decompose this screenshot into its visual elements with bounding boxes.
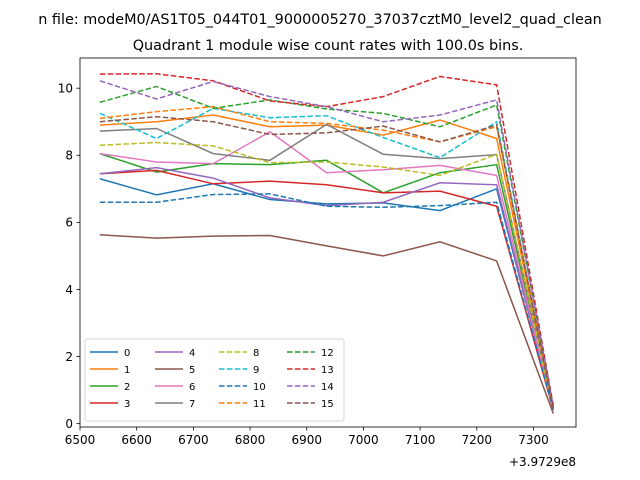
legend-label-15: 15: [321, 399, 334, 410]
x-axis-ticks: 6500 6600 6700 6800 6900 7000 7100 7200 7300: [65, 427, 549, 447]
legend-label-3: 3: [124, 399, 130, 410]
x-tick-label: 7300: [518, 433, 549, 447]
series-line-10: [99, 193, 555, 411]
legend-frame: [84, 338, 345, 422]
legend-label-9: 9: [253, 365, 259, 376]
series-line-2: [99, 152, 555, 409]
legend-label-7: 7: [189, 399, 195, 410]
x-axis-offset-label: +3.9729e8: [509, 455, 576, 469]
legend-label-10: 10: [253, 382, 266, 393]
series-line-4: [99, 166, 555, 411]
legend-label-8: 8: [253, 348, 259, 359]
x-tick-label: 6700: [178, 433, 209, 447]
legend-label-4: 4: [189, 348, 195, 359]
y-tick-label: 4: [65, 283, 73, 297]
legend-label-12: 12: [321, 348, 334, 359]
y-tick-label: 2: [65, 350, 73, 364]
y-axis-ticks: 0 2 4 6 8 10: [58, 81, 80, 431]
legend-label-11: 11: [253, 399, 266, 410]
chart-title: Quadrant 1 module wise count rates with …: [133, 38, 524, 54]
y-tick-label: 8: [65, 149, 73, 163]
x-tick-label: 7100: [405, 433, 436, 447]
series-line-8: [99, 141, 555, 411]
series-line-6: [99, 130, 555, 411]
series-line-15: [99, 115, 555, 411]
y-tick-label: 6: [65, 216, 73, 230]
x-tick-label: 6600: [121, 433, 152, 447]
x-tick-label: 7000: [348, 433, 379, 447]
x-tick-label: 6800: [235, 433, 266, 447]
series-line-13: [99, 73, 555, 408]
legend-label-13: 13: [321, 365, 334, 376]
axes-frame: [79, 57, 577, 428]
legend-label-0: 0: [124, 348, 130, 359]
series-line-9: [99, 107, 555, 409]
legend-label-5: 5: [189, 365, 195, 376]
legend-label-1: 1: [124, 365, 130, 376]
legend-label-14: 14: [321, 382, 334, 393]
legend-label-6: 6: [189, 382, 195, 393]
series-line-3: [99, 169, 555, 411]
series-line-11: [99, 105, 555, 408]
plot-lines: [99, 73, 555, 414]
y-tick-label: 10: [58, 81, 73, 95]
legend-label-2: 2: [124, 382, 130, 393]
series-line-7: [99, 123, 555, 409]
series-line-14: [99, 80, 555, 408]
series-line-5: [99, 234, 555, 414]
figure-title: n file: modeM0/AS1T05_044T01_9000005270_…: [38, 12, 602, 28]
x-tick-label: 7200: [462, 433, 493, 447]
x-tick-label: 6900: [291, 433, 322, 447]
x-tick-label: 6500: [65, 433, 96, 447]
y-tick-label: 0: [65, 417, 73, 431]
series-line-0: [99, 178, 555, 409]
